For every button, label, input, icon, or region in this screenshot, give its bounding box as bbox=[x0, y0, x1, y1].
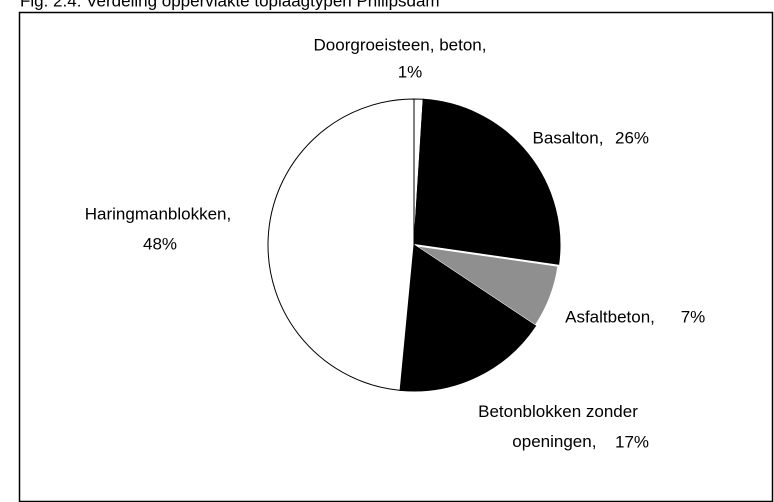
value-label: 1% bbox=[398, 62, 423, 81]
slice-label: Haringmanblokken, bbox=[85, 204, 231, 223]
label-line: Betonblokken zonder bbox=[478, 402, 638, 421]
slice-label: Betonblokken zonder openingen, bbox=[478, 402, 638, 451]
value-label: 7% bbox=[681, 307, 706, 326]
value-label: 17% bbox=[615, 432, 649, 451]
chart-title: Fig. 2.4: Verdeling oppervlakte toplaagt… bbox=[20, 0, 440, 10]
slice-label: Basalton, bbox=[533, 128, 604, 147]
slice-label: Doorgroeisteen, beton, bbox=[314, 35, 487, 54]
pie-slice bbox=[413, 98, 561, 267]
pie-slice bbox=[267, 98, 415, 391]
slice-label: Asfaltbeton, bbox=[565, 307, 655, 326]
value-label: 26% bbox=[615, 128, 649, 147]
pie-slice bbox=[399, 244, 537, 392]
label-line: openingen, bbox=[508, 432, 597, 451]
value-label: 48% bbox=[143, 234, 177, 253]
